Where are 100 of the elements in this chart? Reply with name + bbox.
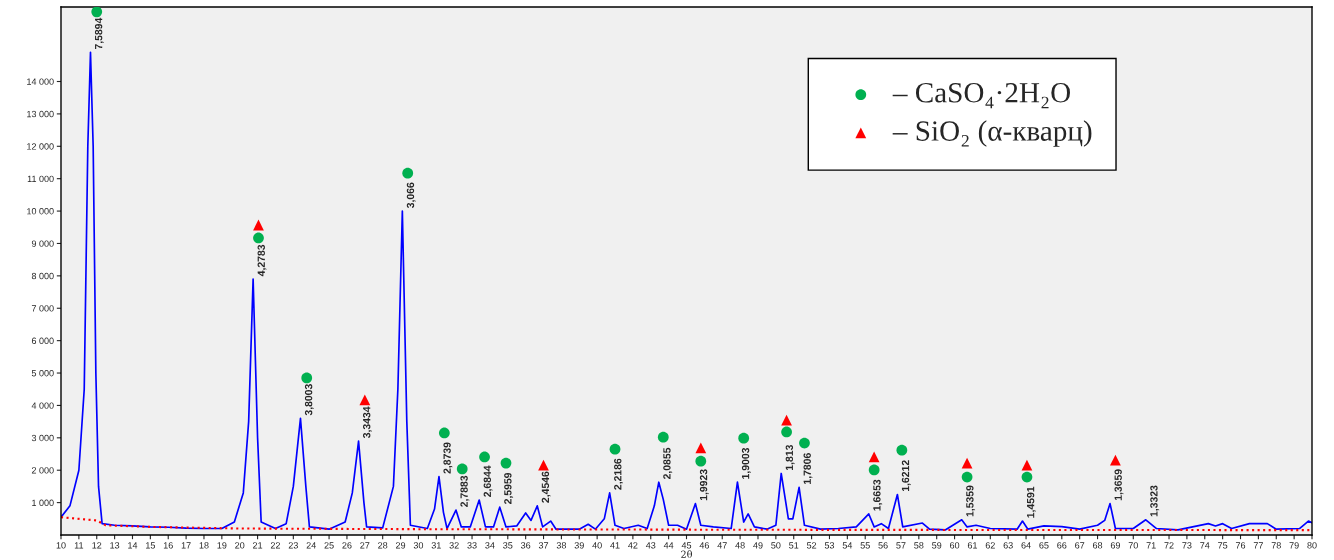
point: [781, 426, 792, 438]
point: [609, 443, 621, 455]
point: [695, 442, 707, 454]
point: [456, 463, 468, 475]
x-tick-label: 17: [181, 542, 191, 549]
x-tick-label: 66: [1057, 542, 1067, 549]
x-tick-label: 20: [235, 542, 245, 549]
annotation: 2,0855: [663, 447, 673, 480]
x-tick-label: 27: [360, 542, 370, 549]
point: [868, 451, 880, 463]
point: [657, 431, 669, 443]
x-tick-label: 15: [146, 542, 155, 549]
x-tick-label: 13: [110, 542, 120, 549]
point: [738, 432, 750, 444]
annotation: 2,7883: [460, 475, 470, 507]
annotation: 2,6844: [483, 465, 493, 497]
x-tick-label: 25: [324, 542, 334, 549]
y-tick-label: 2 000: [31, 467, 54, 474]
x-tick-label: 70: [1128, 542, 1138, 549]
x-tick-label: 50: [771, 542, 781, 549]
annotation: 1,4591: [1026, 486, 1036, 518]
x-tick-label: 35: [503, 542, 513, 549]
point: [961, 471, 973, 483]
x-tick-label: 21: [253, 542, 263, 549]
annotation: 4,2783: [257, 244, 267, 277]
x-tick-label: 44: [663, 542, 674, 549]
y-tick-label: 13 000: [27, 110, 54, 118]
x-tick-label: 40: [592, 542, 602, 549]
x-tick-label: 48: [735, 542, 745, 549]
line-series: [61, 516, 1312, 532]
x-tick-label: 76: [1235, 542, 1246, 549]
annotation: 2,2186: [614, 458, 623, 490]
annotation: 1,6653: [873, 479, 883, 511]
x-tick-label: 55: [860, 542, 870, 549]
y-tick-label: 9 000: [31, 240, 54, 247]
x-tick-label: 10: [56, 542, 66, 549]
point: [301, 372, 313, 384]
annotation: 1,9923: [699, 469, 709, 501]
x-tick-label: 41: [610, 542, 620, 549]
annotation: 1,5359: [966, 485, 976, 517]
point: [695, 455, 707, 467]
x-tick-label: 60: [950, 542, 960, 549]
x-tick-label: 19: [217, 542, 227, 549]
x-tick-label: 18: [199, 542, 209, 549]
x-tick-label: 79: [1289, 542, 1299, 549]
x-tick-label: 63: [1003, 542, 1013, 549]
x-tick-label: 51: [789, 542, 799, 549]
point: [253, 232, 264, 244]
x-tick-label: 75: [1218, 542, 1228, 549]
x-tick-label: 72: [1164, 542, 1174, 549]
y-tick-label: 10 000: [27, 208, 54, 215]
x-tick-label: 77: [1253, 542, 1263, 549]
x-tick-label: 16: [163, 542, 173, 549]
y-tick-label: 11 000: [27, 175, 54, 183]
x-tick-label: 61: [967, 542, 978, 549]
x-tick-label: 73: [1182, 542, 1192, 549]
point: [479, 451, 490, 463]
x-tick-label: 47: [717, 542, 727, 549]
x-tick-label: 74: [1200, 542, 1210, 549]
annotation: 7,5894: [94, 17, 104, 50]
x-tick-label: 37: [538, 542, 549, 549]
annotation: 1,9003: [741, 447, 751, 479]
y-tick-label: 3 000: [31, 434, 54, 442]
x-tick-label: 31: [431, 542, 441, 549]
x-tick-label: 36: [520, 542, 531, 549]
annotation: 1,7806: [803, 453, 813, 484]
x-tick-label: 39: [574, 542, 584, 549]
x-tick-label: 58: [914, 542, 924, 549]
x-tick-label: 23: [288, 542, 298, 549]
x-tick-label: 65: [1039, 542, 1049, 549]
x-tick-label: 24: [306, 542, 316, 549]
y-tick-label: 4 000: [31, 402, 54, 409]
x-tick-label: 11: [74, 542, 84, 549]
x-tick-label: 56: [878, 542, 888, 549]
x-tick-label: 68: [1092, 542, 1103, 549]
x-tick-label: 34: [485, 542, 495, 549]
point: [359, 394, 371, 406]
x-tick-label: 69: [1110, 542, 1121, 549]
x-tick-label: 12: [92, 542, 102, 549]
x-tick-label: 42: [628, 542, 638, 549]
x-tick-label: 54: [842, 542, 853, 549]
x-tick-label: 14: [128, 542, 138, 549]
y-tick-label: 5 000: [31, 370, 54, 377]
annotation: 2,8739: [443, 442, 453, 474]
annotation: 3,066: [406, 182, 416, 209]
annotation: 3,3434: [363, 406, 372, 439]
point: [1110, 454, 1121, 466]
legend-label: – CaSO₄·2H₂O: [892, 82, 1070, 109]
x-tick-label: 45: [681, 542, 692, 549]
point: [91, 7, 103, 18]
x-tick-label: 67: [1075, 542, 1085, 549]
annotation: 1,813: [785, 444, 795, 471]
x-tick-label: 26: [342, 542, 352, 549]
x-tick-label: 52: [806, 542, 817, 549]
x-tick-label: 59: [932, 542, 942, 549]
annotation: 2,5959: [504, 472, 514, 504]
x-tick-label: 22: [270, 542, 281, 549]
point: [781, 414, 792, 426]
line-series: [61, 51, 1312, 531]
x-tick-label: 33: [467, 542, 477, 549]
